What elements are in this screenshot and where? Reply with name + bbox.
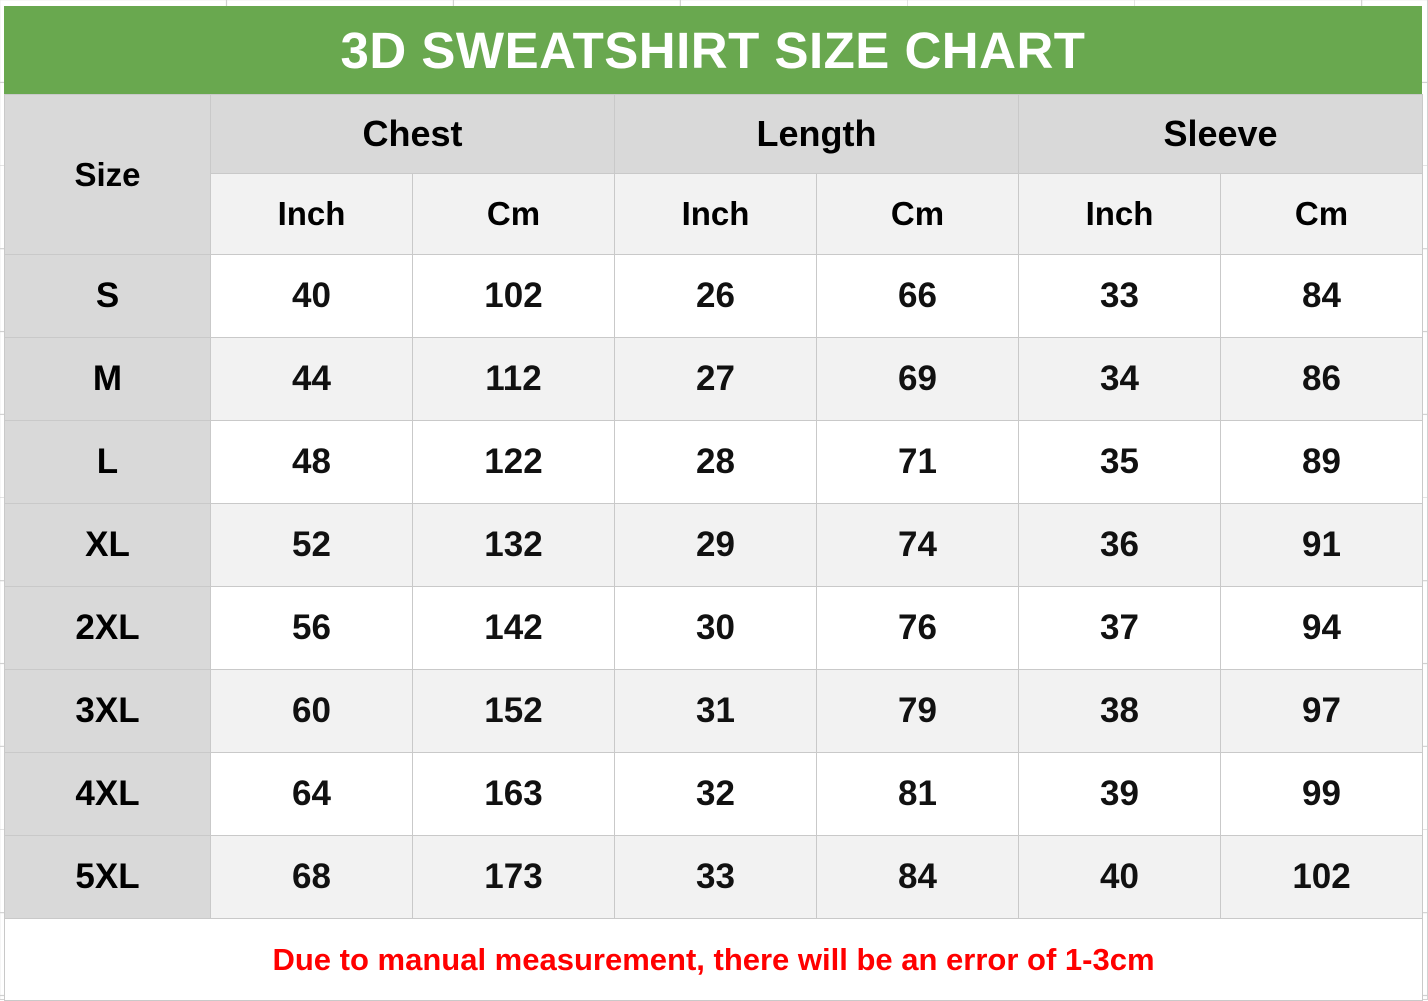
table-footer-row: Due to manual measurement, there will be… — [3, 918, 1424, 1001]
cell-size: XL — [4, 503, 211, 587]
measurement-disclaimer-note: Due to manual measurement, there will be… — [3, 918, 1424, 1001]
table-row: 5XL 68 173 33 84 40 102 — [4, 835, 1424, 919]
table-row: M 44 112 27 69 34 86 — [4, 337, 1424, 421]
column-group-header-length: Length — [613, 94, 1020, 174]
cell-sleeve-inch: 38 — [1018, 669, 1222, 753]
cell-length-inch: 32 — [614, 752, 817, 836]
cell-size: S — [4, 254, 211, 338]
cell-length-cm: 76 — [815, 586, 1020, 670]
chart-title-bar: 3D SWEATSHIRT SIZE CHART — [4, 6, 1422, 94]
cell-chest-inch: 40 — [210, 254, 413, 338]
cell-size: 5XL — [4, 835, 211, 919]
table-body: S 40 102 26 66 33 84 M 44 112 27 69 34 8… — [3, 254, 1424, 1001]
cell-chest-inch: 56 — [210, 586, 413, 670]
cell-chest-cm: 173 — [412, 835, 615, 919]
cell-chest-cm: 132 — [412, 503, 615, 587]
cell-chest-inch: 68 — [210, 835, 413, 919]
cell-length-inch: 29 — [614, 503, 817, 587]
cell-length-inch: 27 — [614, 337, 817, 421]
table-group-header-row: Size Chest Length Sleeve — [4, 94, 1424, 255]
cell-length-inch: 28 — [614, 420, 817, 504]
cell-length-cm: 79 — [815, 669, 1020, 753]
cell-sleeve-cm: 86 — [1220, 337, 1424, 421]
column-header-sleeve-cm: Cm — [1220, 173, 1424, 255]
cell-sleeve-cm: 99 — [1220, 752, 1424, 836]
table-header: Size Chest Length Sleeve Inch Cm Inch Cm… — [4, 94, 1424, 255]
cell-sleeve-inch: 37 — [1018, 586, 1222, 670]
cell-size: L — [4, 420, 211, 504]
cell-chest-cm: 112 — [412, 337, 615, 421]
cell-sleeve-inch: 33 — [1018, 254, 1222, 338]
cell-length-cm: 81 — [815, 752, 1020, 836]
cell-chest-cm: 163 — [412, 752, 615, 836]
cell-chest-inch: 44 — [210, 337, 413, 421]
cell-size: M — [4, 337, 211, 421]
cell-sleeve-inch: 36 — [1018, 503, 1222, 587]
cell-sleeve-inch: 40 — [1018, 835, 1222, 919]
cell-chest-cm: 142 — [412, 586, 615, 670]
cell-length-inch: 26 — [614, 254, 817, 338]
column-header-sleeve-inch: Inch — [1018, 173, 1222, 255]
column-group-header-chest: Chest — [210, 94, 615, 174]
cell-length-cm: 69 — [815, 337, 1020, 421]
cell-length-inch: 31 — [614, 669, 817, 753]
size-chart-container: 3D SWEATSHIRT SIZE CHART Size Chest Leng… — [3, 6, 1424, 1001]
cell-length-cm: 74 — [815, 503, 1020, 587]
size-chart-table: Size Chest Length Sleeve Inch Cm Inch Cm… — [3, 94, 1424, 1001]
cell-size: 4XL — [4, 752, 211, 836]
cell-length-cm: 66 — [815, 254, 1020, 338]
table-row: XL 52 132 29 74 36 91 — [4, 503, 1424, 587]
cell-chest-cm: 102 — [412, 254, 615, 338]
table-row: S 40 102 26 66 33 84 — [4, 254, 1424, 338]
cell-chest-inch: 60 — [210, 669, 413, 753]
cell-length-cm: 84 — [815, 835, 1020, 919]
table-unit-header-row: Inch Cm Inch Cm Inch Cm — [5, 173, 1424, 255]
cell-chest-cm: 122 — [412, 420, 615, 504]
cell-sleeve-cm: 89 — [1220, 420, 1424, 504]
table-row: 4XL 64 163 32 81 39 99 — [4, 752, 1424, 836]
column-header-length-cm: Cm — [815, 173, 1020, 255]
column-header-chest-inch: Inch — [210, 173, 413, 255]
cell-sleeve-cm: 102 — [1220, 835, 1424, 919]
cell-size: 2XL — [4, 586, 211, 670]
column-header-chest-cm: Cm — [412, 173, 615, 255]
cell-length-inch: 33 — [614, 835, 817, 919]
cell-sleeve-inch: 39 — [1018, 752, 1222, 836]
page-title: 3D SWEATSHIRT SIZE CHART — [340, 21, 1086, 79]
cell-sleeve-cm: 97 — [1220, 669, 1424, 753]
table-row: 3XL 60 152 31 79 38 97 — [4, 669, 1424, 753]
cell-length-cm: 71 — [815, 420, 1020, 504]
cell-sleeve-cm: 84 — [1220, 254, 1424, 338]
cell-length-inch: 30 — [614, 586, 817, 670]
table-row: L 48 122 28 71 35 89 — [4, 420, 1424, 504]
column-header-length-inch: Inch — [614, 173, 817, 255]
cell-sleeve-cm: 94 — [1220, 586, 1424, 670]
cell-chest-inch: 64 — [210, 752, 413, 836]
cell-sleeve-inch: 34 — [1018, 337, 1222, 421]
column-header-size: Size — [4, 94, 211, 255]
cell-size: 3XL — [4, 669, 211, 753]
table-row: 2XL 56 142 30 76 37 94 — [4, 586, 1424, 670]
cell-chest-inch: 48 — [210, 420, 413, 504]
column-group-header-sleeve: Sleeve — [1018, 94, 1424, 174]
cell-chest-inch: 52 — [210, 503, 413, 587]
cell-chest-cm: 152 — [412, 669, 615, 753]
cell-sleeve-cm: 91 — [1220, 503, 1424, 587]
cell-sleeve-inch: 35 — [1018, 420, 1222, 504]
